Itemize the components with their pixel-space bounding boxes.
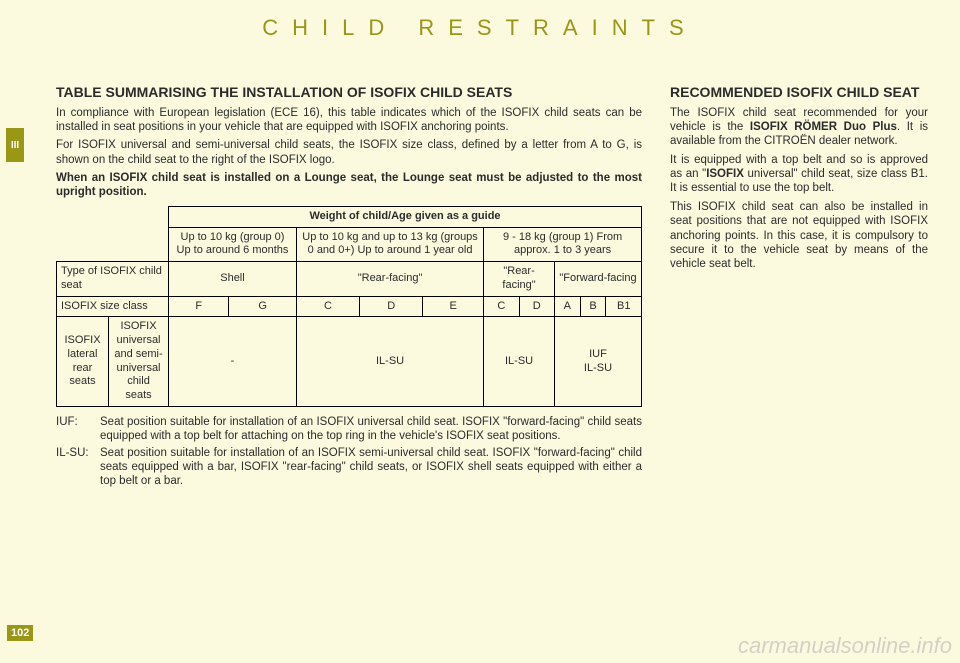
- sz-c9: B: [580, 296, 606, 317]
- table-w-col1: Up to 10 kg (group 0) Up to around 6 mon…: [169, 227, 297, 262]
- table-w-col3: 9 - 18 kg (group 1) From approx. 1 to 3 …: [484, 227, 642, 262]
- right-p1b: ISOFIX RÖMER Duo Plus: [750, 121, 897, 133]
- sz-c6: C: [484, 296, 519, 317]
- right-p1: The ISOFIX child seat recommended for yo…: [670, 106, 928, 149]
- v-c4: IUF IL-SU: [554, 317, 641, 407]
- table-size-label: ISOFIX size class: [57, 296, 169, 317]
- table-type-c4: "Forward-facing: [554, 262, 641, 297]
- sz-c8: A: [554, 296, 580, 317]
- right-heading: RECOMMENDED ISOFIX CHILD SEAT: [670, 84, 928, 102]
- page-title-text: CHILD RESTRAINTS: [262, 15, 697, 41]
- left-p2: For ISOFIX universal and semi-universal …: [56, 138, 642, 167]
- def-iuf-label: IUF:: [56, 415, 100, 444]
- table-type-label: Type of ISOFIX child seat: [57, 262, 169, 297]
- isofix-table: Weight of child/Age given as a guide Up …: [56, 206, 642, 407]
- left-heading: TABLE SUMMARISING THE INSTALLATION OF IS…: [56, 84, 642, 102]
- right-p3: This ISOFIX child seat can also be insta…: [670, 200, 928, 272]
- v-c1: -: [169, 317, 297, 407]
- section-tab: III: [6, 128, 24, 162]
- definitions: IUF: Seat position suitable for installa…: [56, 415, 642, 489]
- content: TABLE SUMMARISING THE INSTALLATION OF IS…: [56, 84, 928, 491]
- page-number-text: 102: [11, 627, 29, 639]
- sz-c5: E: [423, 296, 484, 317]
- v-c2: IL-SU: [296, 317, 483, 407]
- page-container: CHILD RESTRAINTS III 102 TABLE SUMMARISI…: [0, 0, 960, 663]
- left-p3: When an ISOFIX child seat is installed o…: [56, 171, 642, 200]
- table-type-c2: "Rear-facing": [296, 262, 483, 297]
- right-p2b: ISOFIX: [706, 168, 744, 180]
- sz-c1: F: [169, 296, 229, 317]
- table-weight-header: Weight of child/Age given as a guide: [169, 206, 642, 227]
- table-seat-lbl1: ISOFIX lateral rear seats: [57, 317, 109, 407]
- table-type-c3: "Rear-facing": [484, 262, 555, 297]
- section-tab-text: III: [11, 140, 19, 151]
- def-ilsu-label: IL-SU:: [56, 446, 100, 489]
- table-w-col2: Up to 10 kg and up to 13 kg (groups 0 an…: [296, 227, 483, 262]
- sz-c4: D: [360, 296, 423, 317]
- v-c3: IL-SU: [484, 317, 555, 407]
- left-column: TABLE SUMMARISING THE INSTALLATION OF IS…: [56, 84, 642, 491]
- sz-c2: G: [229, 296, 297, 317]
- page-number: 102: [7, 625, 33, 641]
- table-type-c1: Shell: [169, 262, 297, 297]
- sz-c7: D: [519, 296, 554, 317]
- right-p2: It is equipped with a top belt and so is…: [670, 153, 928, 196]
- watermark: carmanualsonline.info: [738, 633, 952, 659]
- table-seat-lbl2: ISOFIX universal and semi-universal chil…: [109, 317, 169, 407]
- sz-c10: B1: [606, 296, 642, 317]
- right-column: RECOMMENDED ISOFIX CHILD SEAT The ISOFIX…: [670, 84, 928, 491]
- sz-c3: C: [296, 296, 359, 317]
- def-iuf-text: Seat position suitable for installation …: [100, 415, 642, 444]
- page-title: CHILD RESTRAINTS: [0, 0, 960, 56]
- def-ilsu-text: Seat position suitable for installation …: [100, 446, 642, 489]
- left-p1: In compliance with European legislation …: [56, 106, 642, 135]
